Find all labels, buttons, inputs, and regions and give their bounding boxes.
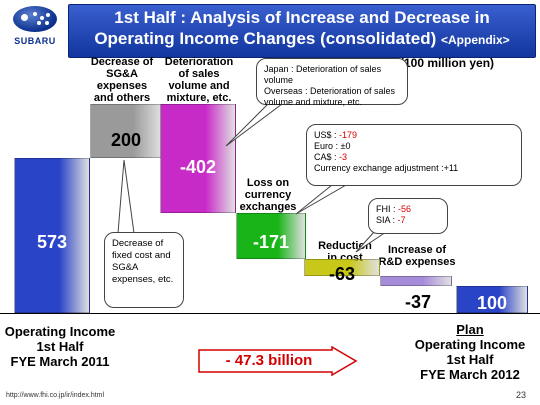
unit-label: (100 million yen) — [400, 56, 495, 70]
value-label-rnd: -37 — [404, 292, 431, 312]
pointer-sales — [225, 103, 284, 147]
footer-right-title: Plan — [456, 322, 484, 337]
title-appendix: <Appendix> — [440, 33, 510, 47]
footer-left-line-1: Operating Income — [4, 324, 116, 339]
footer-right-line-1: Operating Income — [414, 337, 526, 352]
value-label-currency: -171 — [252, 232, 290, 252]
title-line-2: Operating Income Changes (consolidated) — [94, 29, 437, 48]
bar-start — [14, 158, 90, 313]
fx-value-euro: ±0 — [340, 141, 351, 151]
bar-end — [456, 285, 528, 313]
value-label-sales: -402 — [179, 157, 217, 177]
cost-value-sia: -7 — [397, 215, 406, 225]
pleiades-icon — [13, 6, 57, 32]
cost-row: SIA : -7 — [376, 215, 440, 226]
cost-value-fhi: -56 — [398, 204, 412, 214]
page-number: 23 — [516, 390, 527, 400]
header-sales: Deterioration of sales volume and mixtur… — [164, 56, 234, 104]
fx-row: CA$ : -3 — [314, 152, 514, 163]
logo-text: SUBARU — [14, 36, 56, 46]
value-label-cost: -63 — [328, 264, 355, 284]
header-rnd: Increase of R&D expenses — [378, 244, 456, 268]
bar-currency — [236, 212, 306, 259]
change-label: - 47.3 billion — [225, 352, 313, 369]
footer-left-line-3: FYE March 2011 — [10, 354, 110, 369]
value-label-end: 100 — [476, 293, 508, 313]
footer-right: Plan Operating Income 1st Half FYE March… — [404, 322, 536, 382]
page-title: 1st Half : Analysis of Increase and Decr… — [68, 4, 536, 58]
change-arrow-icon — [198, 346, 358, 376]
bar-sga — [90, 104, 162, 159]
footer-right-line-2: 1st Half — [446, 352, 494, 367]
source-url[interactable]: http://www.fhi.co.jp/ir/index.html — [6, 392, 105, 399]
footer-right-line-3: FYE March 2012 — [420, 367, 520, 382]
pointer-sga — [117, 159, 135, 234]
header-currency: Loss on currency exchanges — [239, 177, 297, 213]
callout-sales: Japan : Deterioration of sales volume Ov… — [256, 58, 408, 107]
baseline — [0, 313, 540, 314]
footer-left-line-2: 1st Half — [36, 339, 84, 354]
fx-row: Euro : ±0 — [314, 141, 514, 152]
fx-label-usd: US$ : — [314, 130, 337, 140]
callout-sales-line-2: Overseas : Deterioration of sales volume… — [264, 86, 396, 107]
cost-label-sia: SIA : — [376, 215, 396, 225]
subaru-logo: SUBARU — [6, 6, 64, 54]
pointer-currency — [295, 184, 348, 215]
callout-sales-line-1: Japan : Deterioration of sales volume — [264, 64, 382, 85]
fx-value-cad: -3 — [339, 152, 348, 162]
callout-fx: US$ : -179 Euro : ±0 CA$ : -3 Currency e… — [306, 124, 522, 186]
bar-rnd — [380, 275, 452, 286]
cost-row: FHI : -56 — [376, 204, 440, 215]
cost-label-fhi: FHI : — [376, 204, 396, 214]
bar-sales — [160, 104, 236, 213]
pointer-cost — [355, 231, 388, 253]
title-line-1: 1st Half : Analysis of Increase and Decr… — [114, 8, 490, 27]
callout-sga: Decrease of fixed cost and SG&A expenses… — [104, 232, 184, 308]
callout-cost: FHI : -56 SIA : -7 — [368, 198, 448, 234]
header-sga: Decrease of SG&A expenses and others — [90, 56, 154, 104]
fx-label-cad: CA$ : — [314, 152, 337, 162]
bar-cost — [304, 258, 380, 276]
fx-note: Currency exchange adjustment :+11 — [314, 163, 459, 173]
fx-row: US$ : -179 — [314, 130, 514, 141]
fx-value-usd: -179 — [339, 130, 358, 140]
fx-label-euro: Euro : — [314, 141, 339, 151]
value-label-start: 573 — [36, 232, 68, 252]
value-label-sga: 200 — [110, 130, 142, 150]
footer-left: Operating Income 1st Half FYE March 2011 — [0, 324, 120, 369]
